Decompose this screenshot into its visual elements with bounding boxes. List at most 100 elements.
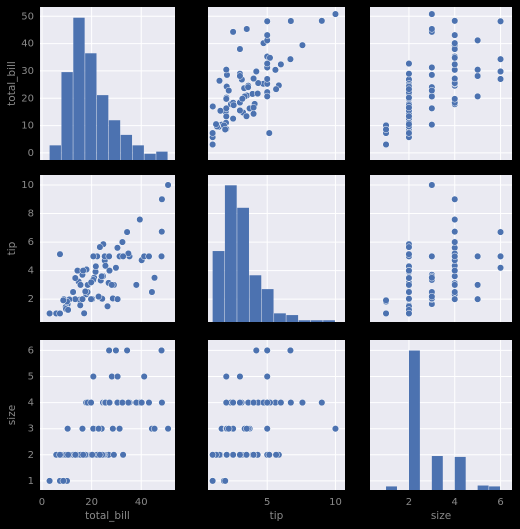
point xyxy=(225,425,233,433)
point xyxy=(225,86,233,95)
point xyxy=(164,181,172,189)
y-tick-label: 30 xyxy=(21,66,34,77)
point xyxy=(405,281,413,289)
point xyxy=(287,399,295,407)
point xyxy=(87,278,95,286)
panel xyxy=(370,7,512,160)
point xyxy=(252,67,260,76)
point xyxy=(81,287,89,296)
y-tick-label: 5 xyxy=(28,372,34,383)
y-tick-label: 50 xyxy=(21,11,34,22)
point xyxy=(298,41,306,49)
point xyxy=(112,346,120,354)
point xyxy=(382,125,390,134)
point xyxy=(405,295,413,303)
point xyxy=(263,31,271,39)
point xyxy=(263,17,271,25)
point xyxy=(46,477,54,485)
point xyxy=(405,267,413,275)
point xyxy=(150,425,159,433)
point xyxy=(209,102,217,111)
point xyxy=(405,129,413,137)
point xyxy=(59,477,67,485)
point xyxy=(428,252,436,260)
point xyxy=(158,228,166,236)
point xyxy=(222,399,230,407)
y-tick-label: 10 xyxy=(21,121,34,132)
point xyxy=(254,90,262,98)
point xyxy=(496,264,505,272)
point xyxy=(263,425,271,433)
point xyxy=(119,451,127,459)
hist-bar xyxy=(61,72,73,160)
hist-bar xyxy=(323,320,335,322)
point xyxy=(266,54,274,62)
point xyxy=(496,55,505,63)
point xyxy=(265,451,273,459)
point xyxy=(474,252,482,260)
point xyxy=(113,244,121,252)
y-tick-label: 8 xyxy=(28,209,34,220)
point xyxy=(136,215,144,224)
point xyxy=(238,95,246,103)
point xyxy=(116,425,124,433)
point xyxy=(428,274,436,282)
hist-bar xyxy=(431,456,443,490)
panel xyxy=(40,340,175,490)
point xyxy=(496,67,505,76)
x-tick-label: 5 xyxy=(264,497,270,508)
hist-bar xyxy=(310,320,323,322)
y-tick-label: 2 xyxy=(28,450,34,461)
hist-bar xyxy=(156,151,168,160)
point xyxy=(89,252,97,260)
point xyxy=(123,228,131,236)
hist-bar xyxy=(212,251,225,322)
point xyxy=(123,346,131,354)
point xyxy=(263,346,271,354)
hist-bar xyxy=(144,153,156,160)
point xyxy=(451,95,459,103)
point xyxy=(242,112,251,120)
y-axis-label: tip xyxy=(6,241,18,255)
point xyxy=(108,281,116,289)
x-tick-label: 40 xyxy=(135,497,148,508)
point xyxy=(71,451,79,459)
point xyxy=(209,477,217,485)
point xyxy=(451,195,459,203)
point xyxy=(405,85,413,93)
point xyxy=(428,121,436,129)
point xyxy=(405,70,413,78)
point xyxy=(69,288,77,296)
point xyxy=(428,63,436,72)
point xyxy=(150,274,159,282)
x-axis-label: tip xyxy=(270,510,284,522)
point xyxy=(451,252,459,260)
point xyxy=(56,451,64,459)
y-tick-label: 1 xyxy=(28,476,34,487)
point xyxy=(209,451,217,459)
point xyxy=(223,451,231,459)
point xyxy=(78,425,87,433)
point xyxy=(101,262,109,270)
point xyxy=(250,75,258,83)
point xyxy=(209,140,217,149)
point xyxy=(112,264,120,272)
point xyxy=(132,281,140,289)
point xyxy=(114,295,122,303)
hist-bar xyxy=(224,185,237,322)
point xyxy=(236,45,244,53)
point xyxy=(382,296,390,304)
point xyxy=(298,399,306,407)
point xyxy=(222,112,230,120)
point xyxy=(222,372,230,381)
point xyxy=(59,296,67,304)
point xyxy=(243,25,251,33)
point xyxy=(216,107,224,115)
point xyxy=(119,252,127,260)
point xyxy=(209,129,217,137)
point xyxy=(87,399,95,407)
point xyxy=(405,120,413,128)
point xyxy=(222,95,230,103)
point xyxy=(250,451,258,459)
point xyxy=(496,252,505,260)
